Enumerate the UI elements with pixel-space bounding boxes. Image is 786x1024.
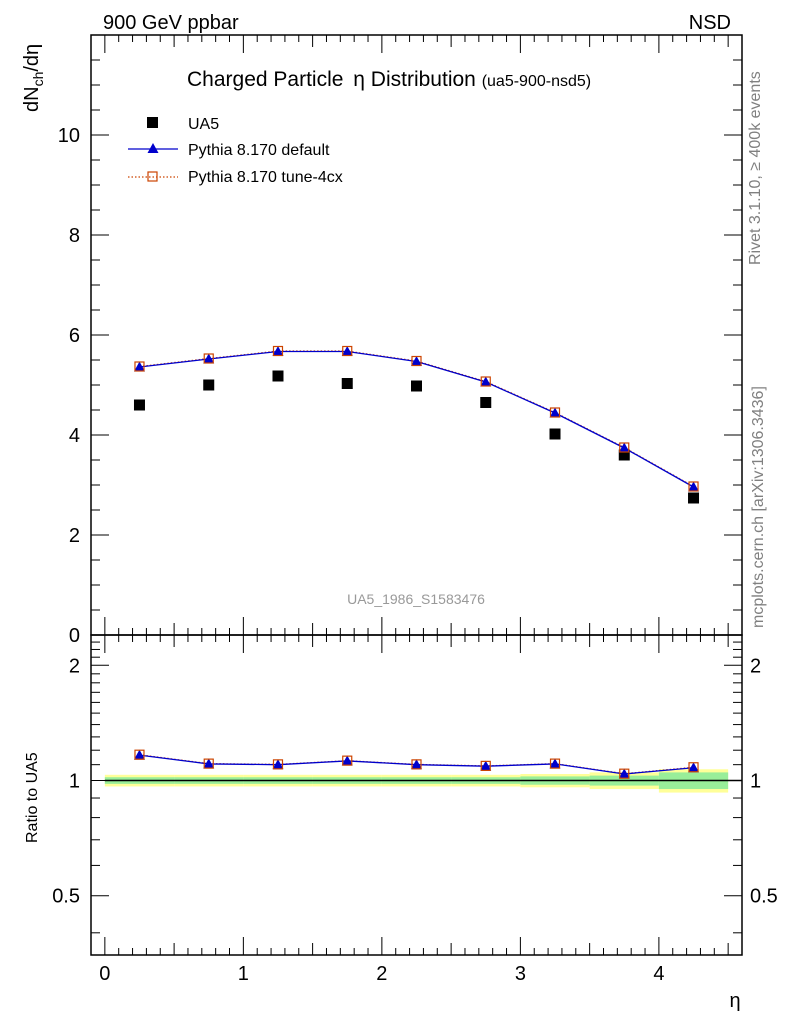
header-left: 900 GeV ppbar: [103, 12, 239, 34]
svg-text:dNch/dη: dNch/dη: [21, 44, 46, 112]
ratio-ytick-label: 2: [69, 655, 80, 677]
main-ytick-label: 10: [58, 125, 80, 147]
main-ytick-label: 6: [69, 325, 80, 347]
ratio-ytick-label-right: 0.5: [750, 886, 778, 908]
ratio-data-marks: [133, 749, 700, 779]
ratio-point-default: [133, 749, 145, 760]
legend-label-tune: Pythia 8.170 tune-4cx: [188, 169, 343, 186]
ratio-ytick-label: 0.5: [52, 886, 80, 908]
data-point-tune: [272, 345, 284, 357]
data-point-default: [341, 346, 353, 356]
ratio-ytick-labels: 0.5 0.5 1 1 2 2: [52, 655, 778, 907]
data-point-ua5: [549, 428, 561, 440]
legend: UA5 Pythia 8.170 default Pythia 8.170 tu…: [128, 116, 343, 186]
ratio-point-tune: [549, 758, 561, 769]
ratio-xtick-label: 1: [238, 963, 249, 985]
title-mid: Distribution: [371, 68, 476, 91]
data-point-ua5: [480, 397, 492, 408]
data-point-tune: [134, 361, 145, 372]
data-point-default: [618, 442, 630, 453]
main-ytick-label: 0: [69, 625, 80, 647]
series-line-default: [139, 350, 694, 488]
data-point-default: [549, 407, 561, 418]
ratio-xtick-label: 4: [653, 963, 664, 985]
main-ylabel: dNch/dη: [21, 44, 46, 112]
data-point-tune: [619, 442, 630, 453]
rivet-label: Rivet 3.1.10, ≥ 400k events: [747, 71, 764, 265]
data-point-ua5: [341, 378, 353, 389]
title-main: Charged Particle: [187, 68, 343, 91]
main-ytick-label: 2: [69, 525, 80, 547]
series-line-tune: [139, 350, 694, 488]
analysis-label: UA5_1986_S1583476: [347, 591, 485, 607]
data-point-default: [203, 353, 215, 364]
title-tag: (ua5-900-nsd5): [482, 73, 591, 90]
mcplots-label: mcplots.cern.ch [arXiv:1306.3436]: [750, 386, 767, 628]
ratio-xlabel: η: [729, 990, 740, 1012]
chart-title: Charged Particle η Distribution (ua5-900…: [187, 68, 591, 91]
data-point-default: [480, 376, 492, 387]
data-point-ua5: [203, 379, 215, 391]
ratio-point-default: [618, 768, 630, 779]
main-ytick-labels: 0 2 4 6 8 10: [58, 125, 80, 647]
ratio-point-tune: [411, 759, 422, 770]
legend-marker-default: [147, 143, 159, 153]
ratio-point-default: [480, 760, 492, 771]
data-point-default: [133, 361, 145, 372]
ratio-point-default: [341, 755, 353, 766]
ratio-bands: [104, 769, 742, 793]
data-point-tune: [203, 353, 214, 364]
ratio-point-tune: [272, 759, 284, 770]
ratio-point-default: [688, 762, 700, 773]
ratio-ytick-label-right: 1: [750, 771, 761, 793]
data-point-tune: [549, 407, 561, 418]
ratio-point-tune: [203, 758, 214, 769]
data-point-tune: [688, 481, 699, 492]
data-point-tune: [411, 355, 422, 367]
ratio-ytick-label-right: 2: [750, 655, 761, 677]
ratio-ylabel: Ratio to UA5: [24, 752, 41, 843]
ratio-point-tune: [619, 768, 630, 779]
data-point-tune: [342, 345, 353, 357]
data-point-tune: [480, 376, 491, 387]
title-symbol: η: [353, 68, 365, 91]
ratio-point-tune: [480, 760, 491, 771]
ratio-xtick-label: 2: [376, 963, 387, 985]
data-point-default: [272, 346, 284, 356]
ratio-ytick-label: 1: [69, 771, 80, 793]
data-point-ua5: [133, 399, 145, 411]
data-point-default: [411, 356, 422, 366]
ratio-xtick-label: 3: [515, 963, 526, 985]
ratio-point-tune: [134, 749, 145, 760]
ratio-frame: [90, 634, 743, 956]
main-ytick-label: 4: [69, 425, 80, 447]
ratio-panel: 0.5 0.5 1 1 2 2 0 1 2 3 4 Ratio to UA5 η: [24, 634, 778, 1012]
legend-marker-tune: [147, 171, 158, 182]
main-data-marks: [133, 345, 700, 504]
main-panel: 0 2 4 6 8 10 Charged Particle η Distribution …: [21, 34, 743, 647]
legend-label-default: Pythia 8.170 default: [188, 142, 330, 159]
ratio-ticks: [91, 635, 742, 955]
main-ticks: [91, 34, 742, 636]
data-point-default: [688, 481, 700, 492]
data-point-ua5: [272, 370, 284, 382]
data-point-ua5: [688, 492, 700, 504]
data-point-ua5: [618, 449, 630, 461]
header-right: NSD: [689, 12, 731, 34]
ratio-point-tune: [342, 755, 353, 766]
ratio-point-default: [203, 758, 215, 769]
ratio-point-default: [272, 759, 284, 770]
ratio-point-tune: [688, 762, 699, 773]
ratio-xtick-labels: 0 1 2 3 4: [99, 963, 664, 985]
main-ytick-label: 8: [69, 225, 80, 247]
ratio-xtick-label: 0: [99, 963, 110, 985]
legend-label-ua5: UA5: [188, 116, 219, 133]
ratio-point-default: [411, 759, 422, 770]
ratio-point-default: [549, 758, 561, 769]
data-point-ua5: [411, 380, 422, 392]
legend-marker-ua5: [147, 117, 158, 128]
